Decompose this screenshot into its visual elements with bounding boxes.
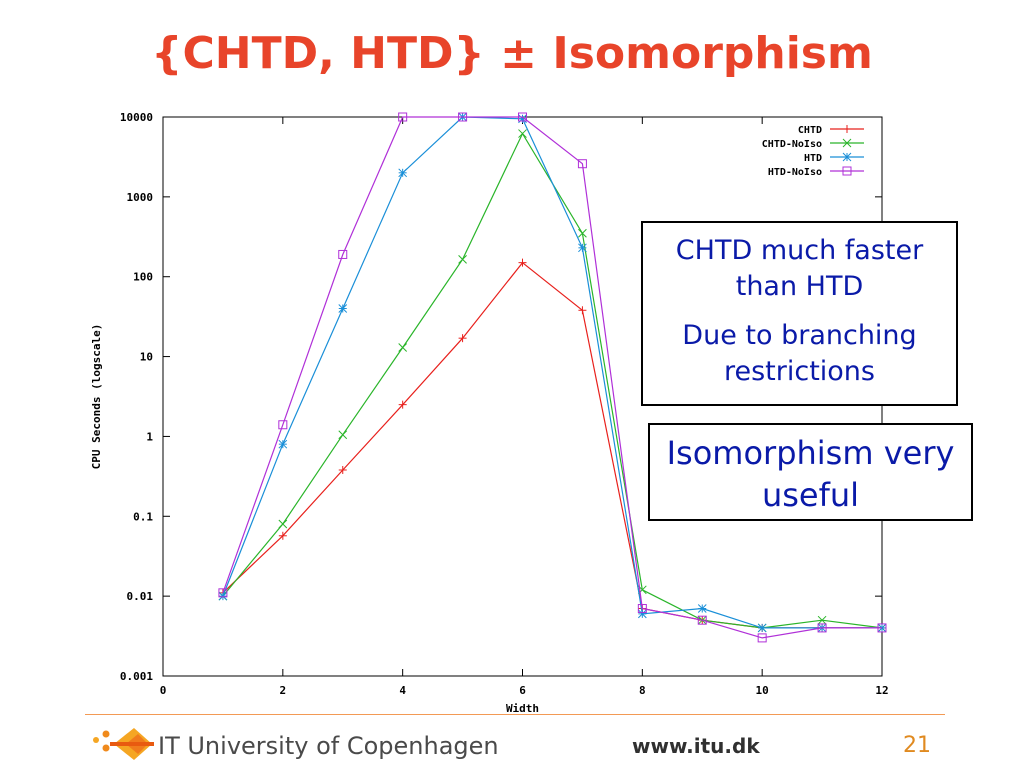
data-point xyxy=(398,343,408,352)
y-tick-label: 1000 xyxy=(127,191,154,204)
callout-branching-text: Due to branching restrictions xyxy=(682,319,917,388)
y-tick-label: 1 xyxy=(146,430,153,443)
legend-label: HTD xyxy=(804,153,822,164)
x-tick-label: 4 xyxy=(399,684,406,697)
data-point xyxy=(697,615,707,625)
y-tick-label: 10000 xyxy=(120,111,153,124)
data-point xyxy=(398,168,408,178)
x-tick-label: 10 xyxy=(756,684,769,697)
data-point xyxy=(518,112,527,122)
data-point xyxy=(877,623,887,633)
series-line-htd-noiso xyxy=(222,116,882,639)
data-point xyxy=(637,604,647,614)
cpu-time-line-chart: 0 2 4 6 8 10 12 0.001 0.01 0.1 1 10 100 1000 10000 CHT… xyxy=(90,111,889,715)
legend-item-chtd-noiso: CHTD-NoIso xyxy=(762,138,864,150)
chart-axes: 0 2 4 6 8 10 12 0.001 0.01 0.1 1 10 100 1000 10000 xyxy=(120,111,889,697)
data-point xyxy=(697,604,707,613)
data-point xyxy=(757,633,767,643)
data-point xyxy=(278,420,288,430)
legend-item-htd: HTD xyxy=(804,152,864,164)
data-point xyxy=(458,254,467,264)
callout-chtd-faster-text: CHTD much faster than HTD xyxy=(675,235,924,303)
data-point xyxy=(817,623,827,633)
x-tick-label: 8 xyxy=(639,684,646,697)
data-point xyxy=(577,159,587,169)
legend-item-chtd: CHTD xyxy=(798,125,864,136)
data-point xyxy=(817,615,827,625)
data-point xyxy=(278,531,287,540)
y-tick-label: 100 xyxy=(133,271,153,284)
data-point xyxy=(398,400,407,409)
data-point xyxy=(843,125,851,133)
series-line-htd xyxy=(222,116,882,629)
chart-legend: CHTD CHTD-NoIso HTD HTD-NoIso xyxy=(762,125,864,178)
callout-chtd-faster: CHTD much faster than HTD Due to branchi… xyxy=(641,221,958,406)
chart-series xyxy=(218,112,887,643)
y-axis-label: CPU Seconds (logscale) xyxy=(90,324,103,470)
itu-logo-icon xyxy=(93,728,154,760)
data-point xyxy=(338,465,347,474)
y-tick-label: 0.001 xyxy=(120,670,153,683)
data-point xyxy=(218,591,228,601)
footer-divider xyxy=(85,714,945,715)
data-point xyxy=(757,623,767,633)
x-tick-label: 6 xyxy=(519,684,526,697)
x-tick-label: 0 xyxy=(160,684,167,697)
data-point xyxy=(842,166,852,176)
data-point xyxy=(338,304,348,313)
data-point xyxy=(458,112,468,122)
data-point xyxy=(338,249,348,259)
legend-label: CHTD-NoIso xyxy=(762,139,822,150)
data-point xyxy=(842,138,852,148)
slide-title: {CHTD, HTD} ± Isomorphism xyxy=(151,28,873,79)
callout-isomorphism-text: Isomorphism very useful xyxy=(666,434,955,514)
footer-url: www.itu.dk xyxy=(632,734,760,758)
data-point xyxy=(637,609,647,619)
legend-label: CHTD xyxy=(798,125,822,136)
page-number: 21 xyxy=(903,733,931,758)
data-point xyxy=(218,588,228,598)
data-point xyxy=(338,430,348,440)
series-htd-noiso xyxy=(218,112,887,643)
y-tick-label: 10 xyxy=(140,351,153,364)
data-point xyxy=(842,152,852,162)
series-htd xyxy=(218,112,887,633)
data-point xyxy=(398,112,408,122)
data-point xyxy=(518,129,527,138)
data-point xyxy=(518,258,527,267)
legend-label: HTD-NoIso xyxy=(768,167,822,178)
x-tick-label: 12 xyxy=(875,684,888,697)
callout-isomorphism-useful: Isomorphism very useful xyxy=(648,423,973,521)
data-point xyxy=(278,519,288,529)
data-point xyxy=(578,306,587,315)
data-point xyxy=(458,334,467,343)
data-point xyxy=(278,439,288,449)
data-point xyxy=(578,243,587,253)
data-point xyxy=(578,228,587,238)
y-tick-label: 0.1 xyxy=(133,510,153,523)
x-tick-label: 2 xyxy=(280,684,287,697)
y-tick-label: 0.01 xyxy=(127,590,154,603)
legend-item-htd-noiso: HTD-NoIso xyxy=(768,166,864,178)
x-axis-label: Width xyxy=(506,702,539,715)
footer-institution: IT University of Copenhagen xyxy=(158,732,499,760)
